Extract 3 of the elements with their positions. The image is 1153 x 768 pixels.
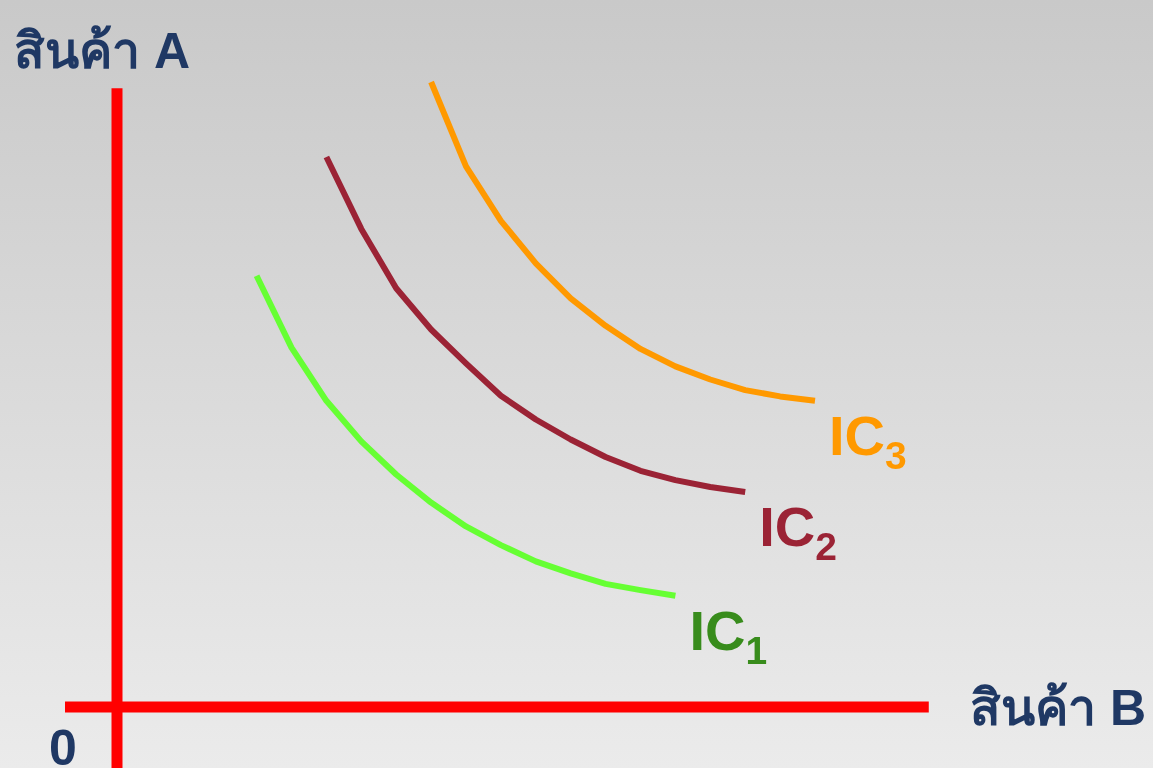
annotation: 0 bbox=[49, 720, 77, 768]
ylabel: สินค้า A bbox=[14, 23, 190, 79]
xlabel: สินค้า B bbox=[970, 680, 1146, 736]
